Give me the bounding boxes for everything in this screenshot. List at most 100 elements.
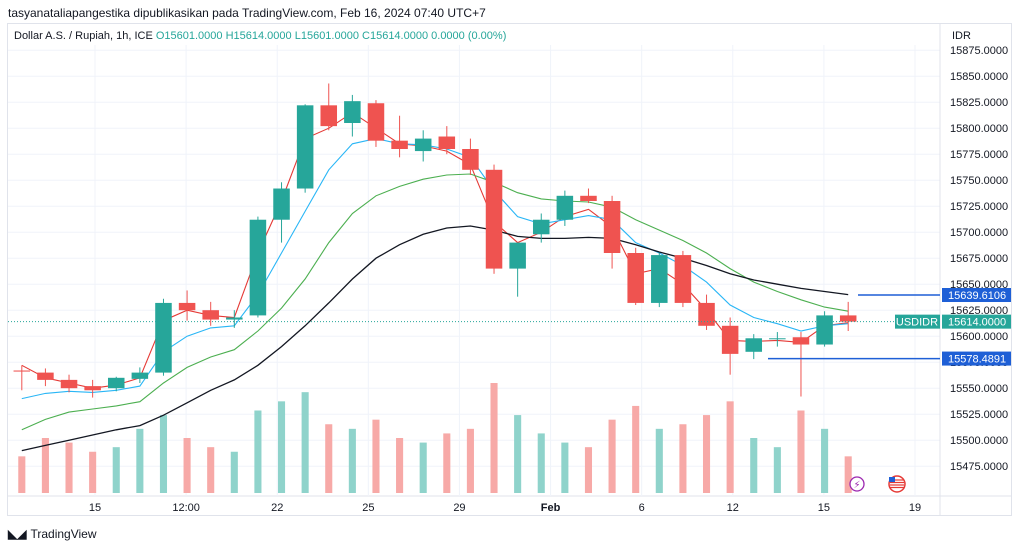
volume-bar	[183, 438, 191, 493]
volume-bar	[136, 428, 144, 493]
volume-bar	[514, 415, 522, 493]
moving-average-line	[21, 173, 849, 431]
x-tick-label: 12:00	[172, 502, 200, 514]
tradingview-logo-icon: ◣◢	[8, 527, 27, 541]
candle-body	[745, 338, 763, 352]
candle-body	[273, 188, 290, 220]
volume-bar	[561, 442, 569, 493]
y-tick-label: 15625.0000	[950, 305, 1008, 317]
candle-body	[37, 372, 54, 380]
volume-bar	[726, 401, 734, 493]
volume-bar	[41, 438, 49, 493]
candle-body	[155, 302, 172, 373]
volume-bar	[584, 447, 593, 493]
candle-body	[13, 370, 31, 372]
volume-bar	[466, 428, 474, 493]
y-tick-label: 15750.0000	[950, 175, 1008, 187]
current-price-box	[942, 314, 1011, 329]
candle-body	[698, 302, 715, 326]
tradingview-logo[interactable]: ◣◢ TradingView	[8, 527, 97, 541]
open-value: O15601.0000	[155, 30, 223, 42]
y-tick-label: 15875.0000	[950, 45, 1008, 57]
candle-body	[556, 195, 574, 220]
candle-body	[84, 386, 101, 391]
volume-bar	[821, 428, 829, 493]
candle-body	[532, 219, 550, 235]
volume-bar	[277, 401, 286, 493]
volume-bar	[396, 438, 404, 493]
candle-body	[603, 201, 621, 253]
y-tick-label: 15475.0000	[950, 461, 1008, 473]
x-tick-label: 29	[453, 502, 465, 514]
x-tick-label: 19	[909, 502, 921, 514]
candle-body	[226, 317, 243, 320]
candle-body	[202, 310, 219, 320]
low-value: L15601.0000	[294, 30, 359, 42]
candle-body	[580, 195, 597, 201]
high-value: H15614.0000	[225, 30, 292, 42]
y-tick-label: 15700.0000	[950, 227, 1008, 239]
moving-average-line	[21, 225, 849, 452]
volume-bar	[773, 447, 781, 493]
current-price-symbol: USDIDR	[896, 317, 938, 329]
current-price-value: 15614.0000	[948, 317, 1006, 329]
candle-body	[816, 315, 833, 345]
candle-body	[839, 315, 857, 322]
y-tick-label: 15825.0000	[950, 97, 1008, 109]
volume-bar	[348, 428, 356, 493]
flash-event-glyph: ⚡	[853, 480, 860, 491]
candle-body	[60, 379, 78, 389]
candle-body	[391, 140, 408, 149]
volume-bar	[372, 419, 380, 493]
volume-bar	[702, 415, 711, 493]
horizontal-level-box	[942, 288, 1011, 303]
volume-bar	[230, 451, 238, 493]
candle-body	[792, 337, 810, 345]
candle-body	[651, 255, 668, 303]
candle-body	[414, 138, 432, 152]
y-tick-label: 15550.0000	[950, 383, 1008, 395]
candle-body	[462, 149, 479, 170]
candle-body	[249, 219, 267, 316]
candle-body	[509, 242, 526, 269]
volume-bar	[632, 405, 640, 493]
change-value: 0.0000 (0.00%)	[431, 30, 507, 42]
volume-bar	[490, 383, 498, 493]
volume-bar	[301, 392, 309, 493]
volume-bar	[655, 428, 663, 493]
volume-bar	[18, 456, 26, 493]
volume-bar	[679, 424, 687, 493]
candle-body	[485, 169, 503, 269]
y-tick-label: 15775.0000	[950, 149, 1008, 161]
publication-attribution: tasyanataliapangestika dipublikasikan pa…	[8, 6, 486, 20]
volume-bar	[419, 442, 427, 493]
volume-bar	[537, 433, 545, 493]
horizontal-level-value: 15639.6106	[948, 290, 1006, 302]
x-tick-label: 15	[89, 502, 101, 514]
volume-bar	[112, 447, 120, 493]
volume-bar	[750, 438, 758, 493]
y-tick-label: 15500.0000	[950, 435, 1008, 447]
y-tick-label: 15525.0000	[950, 409, 1008, 421]
x-tick-label: 15	[818, 502, 830, 514]
candle-body	[674, 255, 692, 303]
tradingview-logo-text: TradingView	[30, 527, 97, 541]
symbol-name: Dollar A.S. / Rupiah, 1h, ICE	[14, 30, 153, 42]
volume-bar	[797, 410, 805, 493]
candle-body	[178, 302, 196, 311]
chart-frame	[7, 23, 1012, 516]
x-tick-label: Feb	[541, 502, 561, 514]
us-flag-canton	[889, 477, 895, 482]
currency-label: IDR	[952, 30, 971, 42]
candle-body	[107, 377, 125, 389]
candle-body	[721, 325, 739, 354]
candle-body	[320, 105, 338, 127]
y-tick-label: 15600.0000	[950, 331, 1008, 343]
volume-bar	[844, 456, 852, 493]
candle-body	[296, 105, 314, 189]
volume-bar	[608, 419, 616, 493]
horizontal-level-box	[942, 351, 1011, 366]
volume-bar	[443, 433, 451, 493]
volume-bar	[254, 410, 262, 493]
